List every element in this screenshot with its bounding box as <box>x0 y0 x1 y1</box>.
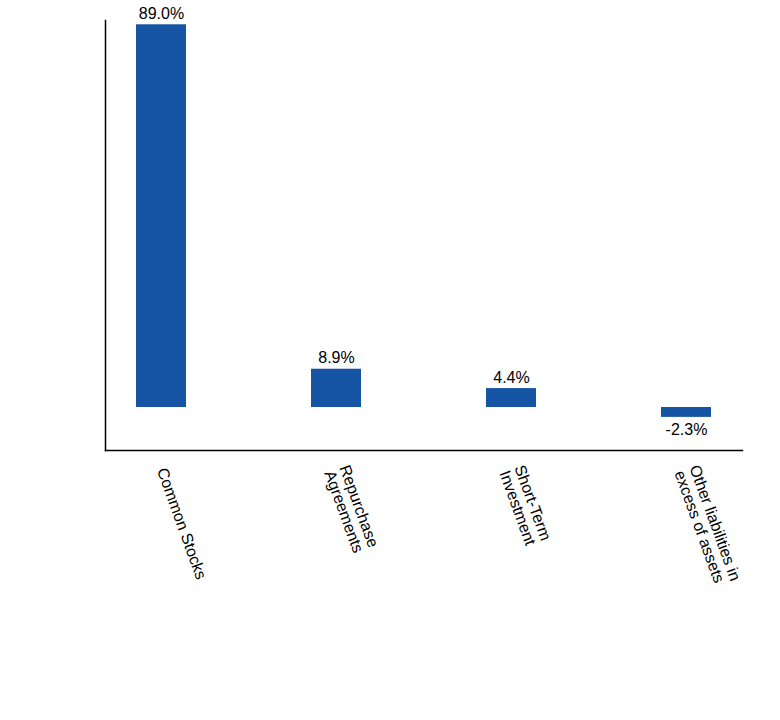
svg-text:8.9%: 8.9% <box>318 349 354 366</box>
svg-text:RepurchaseAgreements: RepurchaseAgreements <box>321 463 382 555</box>
svg-text:Short-TermInvestment: Short-TermInvestment <box>496 463 554 549</box>
svg-text:89.0%: 89.0% <box>139 5 184 22</box>
svg-text:-2.3%: -2.3% <box>666 421 708 438</box>
svg-text:Common Stocks: Common Stocks <box>154 465 210 581</box>
svg-text:4.4%: 4.4% <box>493 369 529 386</box>
svg-text:Other liabilities inexcess of: Other liabilities inexcess of assets <box>671 463 744 589</box>
